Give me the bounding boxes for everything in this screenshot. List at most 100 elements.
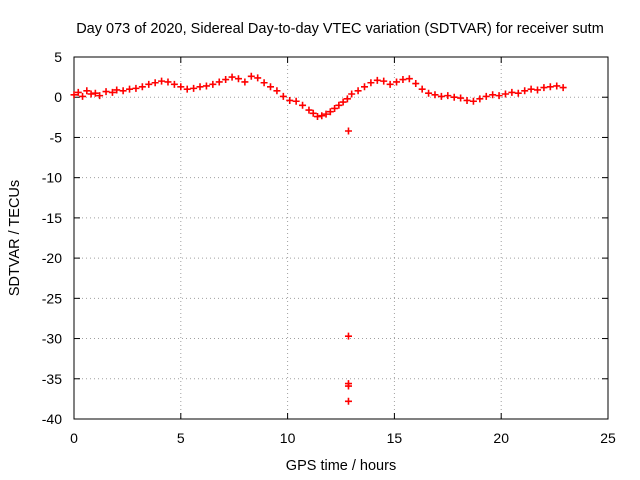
data-point xyxy=(91,89,99,97)
y-tick-label: -40 xyxy=(42,411,62,427)
data-point xyxy=(254,74,262,82)
data-point xyxy=(279,92,287,100)
data-point xyxy=(267,83,275,91)
data-point xyxy=(386,80,394,88)
data-point xyxy=(344,332,352,340)
data-point xyxy=(299,101,307,109)
data-point xyxy=(102,88,110,96)
data-point xyxy=(344,127,352,135)
y-tick-label: 5 xyxy=(54,49,62,65)
x-tick-label: 0 xyxy=(70,430,78,446)
data-point xyxy=(70,91,78,99)
data-point xyxy=(74,88,82,96)
data-point xyxy=(158,77,166,85)
plot-frame xyxy=(73,56,609,420)
data-point xyxy=(286,96,294,104)
data-point xyxy=(380,77,388,85)
axis-ticks: 0 5 10 15 20 25 5 0 -5 -10 -15 -20 -25 -30 -35 -40 xyxy=(42,49,616,446)
data-point xyxy=(145,80,153,88)
data-point xyxy=(514,89,522,97)
data-point xyxy=(87,90,95,98)
data-point xyxy=(373,76,381,84)
data-point xyxy=(126,85,134,93)
chart-title: Day 073 of 2020, Sidereal Day-to-day VTE… xyxy=(76,21,604,37)
data-point xyxy=(108,88,116,96)
data-point xyxy=(331,104,339,112)
data-point xyxy=(431,91,439,99)
data-point xyxy=(326,108,334,116)
data-point xyxy=(343,95,351,103)
data-point xyxy=(273,87,281,95)
y-tick-label: -20 xyxy=(42,250,62,266)
data-point xyxy=(339,98,347,106)
data-point xyxy=(418,85,426,93)
data-point xyxy=(393,78,401,86)
data-point xyxy=(508,88,516,96)
grid-lines xyxy=(74,57,608,419)
x-tick-label: 5 xyxy=(177,430,185,446)
data-point xyxy=(489,91,497,99)
data-point xyxy=(450,93,458,101)
data-point xyxy=(546,83,554,91)
data-point xyxy=(241,78,249,86)
data-point xyxy=(228,73,236,81)
data-point xyxy=(360,83,368,91)
data-point xyxy=(521,87,529,95)
data-point xyxy=(119,87,127,95)
data-point xyxy=(457,94,465,102)
data-point xyxy=(318,112,326,120)
data-point xyxy=(412,80,420,88)
data-point xyxy=(132,84,140,92)
data-point xyxy=(138,83,146,91)
data-point xyxy=(151,79,159,87)
data-point xyxy=(183,85,191,93)
data-point xyxy=(444,92,452,100)
data-point xyxy=(335,101,343,109)
data-point xyxy=(495,92,503,100)
data-point xyxy=(367,79,375,87)
data-point xyxy=(260,79,268,87)
data-point xyxy=(314,113,322,121)
x-tick-label: 25 xyxy=(600,430,616,446)
y-axis-label: SDTVAR / TECUs xyxy=(7,180,23,296)
y-tick-label: -35 xyxy=(42,371,62,387)
data-point xyxy=(476,95,484,103)
data-point xyxy=(559,84,567,92)
x-axis-label: GPS time / hours xyxy=(286,458,396,474)
data-point xyxy=(437,92,445,100)
data-point xyxy=(344,397,352,405)
data-point xyxy=(527,85,535,93)
data-point xyxy=(425,89,433,97)
data-point xyxy=(405,75,413,83)
data-point xyxy=(83,87,91,95)
data-point xyxy=(469,97,477,105)
x-tick-label: 20 xyxy=(493,430,509,446)
data-point xyxy=(322,110,330,118)
data-point xyxy=(222,76,230,84)
x-tick-label: 15 xyxy=(387,430,403,446)
data-point xyxy=(534,86,542,94)
data-point xyxy=(215,78,223,86)
y-tick-label: -25 xyxy=(42,290,62,306)
data-point xyxy=(344,382,352,390)
data-point xyxy=(190,84,198,92)
data-point xyxy=(247,72,255,80)
data-point xyxy=(540,84,548,92)
data-point xyxy=(482,92,490,100)
data-point xyxy=(209,80,217,88)
y-tick-label: -5 xyxy=(50,129,63,145)
data-point xyxy=(309,109,317,117)
y-tick-label: -30 xyxy=(42,331,62,347)
data-point xyxy=(196,83,204,91)
data-point xyxy=(164,78,172,86)
data-point xyxy=(113,86,121,94)
x-tick-label: 10 xyxy=(280,430,296,446)
data-point xyxy=(170,80,178,88)
data-point xyxy=(463,96,471,104)
data-points xyxy=(70,72,567,405)
data-point xyxy=(292,97,300,105)
y-tick-label: 0 xyxy=(54,89,62,105)
data-point xyxy=(234,75,242,83)
data-point xyxy=(354,87,362,95)
